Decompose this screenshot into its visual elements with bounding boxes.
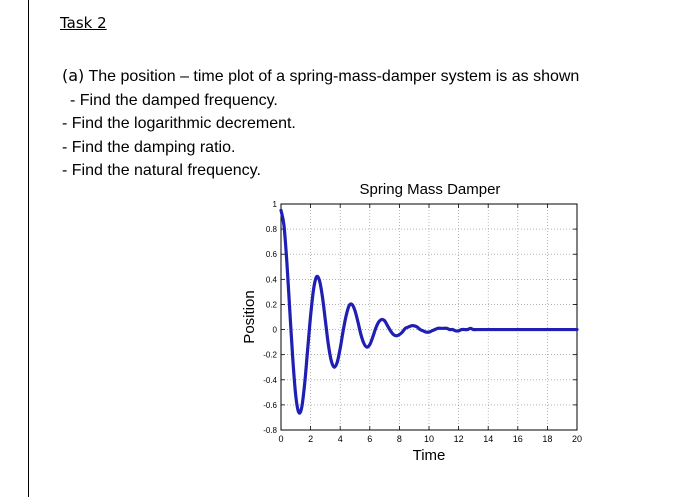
x-tick-label: 16 xyxy=(513,434,523,444)
page-margin-rule xyxy=(28,0,29,497)
y-tick-label: -0.6 xyxy=(263,401,277,410)
y-tick-label: 1 xyxy=(273,200,278,209)
y-tick-label: -0.2 xyxy=(263,351,277,360)
y-axis-label: Position xyxy=(241,290,258,343)
question-item: - Find the logarithmic decrement. xyxy=(62,115,296,132)
x-tick-label: 18 xyxy=(542,434,552,444)
y-tick-label: 0.4 xyxy=(266,275,278,284)
x-tick-label: 4 xyxy=(338,434,343,444)
question-item: - Find the damped frequency. xyxy=(70,91,278,109)
task-heading: Task 2 xyxy=(60,14,107,32)
x-tick-label: 2 xyxy=(308,434,313,444)
question-prefix: (a) xyxy=(62,66,85,85)
x-tick-label: 10 xyxy=(424,434,434,444)
x-tick-label: 0 xyxy=(278,434,283,444)
question-block: (a) The position – time plot of a spring… xyxy=(62,64,579,183)
y-tick-label: 0.2 xyxy=(266,300,278,309)
x-tick-label: 14 xyxy=(483,434,493,444)
x-tick-label: 6 xyxy=(367,434,372,444)
y-tick-label: 0 xyxy=(273,326,278,335)
question-intro-line: (a) The position – time plot of a spring… xyxy=(62,64,579,89)
y-tick-label: -0.4 xyxy=(263,376,277,385)
chart-title: Spring Mass Damper xyxy=(360,181,501,198)
chart-container: Spring Mass Damper 0 2 4 6 8 10 12 14 16 18 20 -0.… xyxy=(236,176,596,471)
y-tick-labels: -0.8 -0.6 -0.4 -0.2 0 0.2 0.4 0.6 0.8 1 xyxy=(263,200,277,435)
y-tick-label: -0.8 xyxy=(263,426,277,435)
x-tick-labels: 0 2 4 6 8 10 12 14 16 18 20 xyxy=(278,434,582,444)
x-tick-label: 8 xyxy=(397,434,402,444)
question-item: - Find the damping ratio. xyxy=(62,138,236,156)
series-line xyxy=(279,208,579,415)
question-item: - Find the natural frequency. xyxy=(62,162,261,179)
y-tick-label: 0.6 xyxy=(266,250,278,259)
x-tick-label: 12 xyxy=(454,434,464,444)
spring-mass-damper-chart: Spring Mass Damper 0 2 4 6 8 10 12 14 16 18 20 -0.… xyxy=(241,181,582,464)
question-intro: The position – time plot of a spring-mas… xyxy=(88,68,580,85)
y-tick-label: 0.8 xyxy=(266,225,278,234)
x-axis-label: Time xyxy=(413,447,446,464)
x-tick-label: 20 xyxy=(572,434,582,444)
